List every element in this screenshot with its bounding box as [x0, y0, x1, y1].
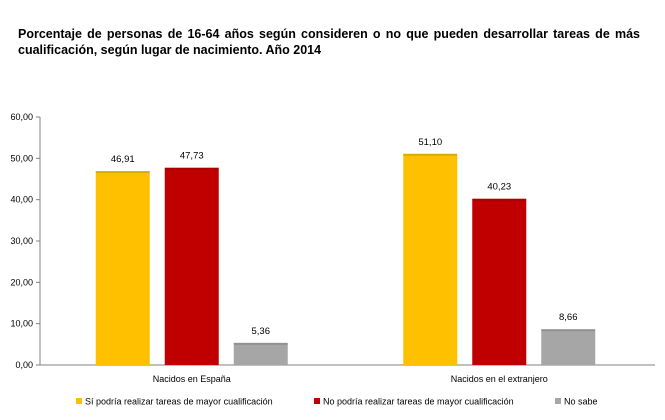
y-tick-label: 40,00 — [10, 195, 33, 205]
y-tick-label: 60,00 — [10, 112, 33, 122]
data-label: 47,73 — [180, 151, 204, 162]
category-label: Nacidos en el extranjero — [451, 374, 548, 384]
legend-swatch — [76, 398, 82, 404]
chart-title: Porcentaje de personas de 16-64 años seg… — [18, 27, 640, 57]
bar-top-edge — [472, 198, 527, 201]
data-label: 46,91 — [111, 154, 135, 165]
bar-top-edge — [95, 171, 150, 174]
bar-top-edge — [403, 153, 458, 156]
y-tick-label: 0,00 — [15, 360, 33, 370]
legend-swatch — [314, 398, 320, 404]
y-tick-label: 10,00 — [10, 319, 33, 329]
y-tick-label: 50,00 — [10, 153, 33, 163]
legend-label: Sí podría realizar tareas de mayor cuali… — [85, 397, 273, 407]
data-label: 51,10 — [418, 137, 442, 148]
y-tick-label: 30,00 — [10, 236, 33, 246]
legend-swatch — [555, 398, 561, 404]
bar-top-edge — [541, 329, 596, 332]
bar-2-1 — [403, 153, 458, 365]
category-label: Nacidos en España — [153, 374, 231, 384]
data-label: 5,36 — [252, 326, 271, 337]
bars — [95, 153, 596, 365]
bar-2-2 — [472, 198, 527, 365]
legend-label: No sabe — [564, 397, 598, 407]
bar-2-3 — [541, 329, 596, 365]
y-tick-label: 20,00 — [10, 277, 33, 287]
data-labels: 46,91 47,73 5,36 51,10 40,23 8,66 — [111, 137, 578, 337]
bar-1-1 — [95, 171, 150, 365]
data-label: 40,23 — [487, 182, 511, 193]
bar-top-edge — [233, 342, 288, 345]
x-axis-categories: Nacidos en España Nacidos en el extranjer… — [153, 374, 548, 384]
bar-top-edge — [164, 167, 219, 170]
legend: Sí podría realizar tareas de mayor cuali… — [76, 397, 598, 407]
bar-1-2 — [164, 167, 219, 365]
data-label: 8,66 — [559, 312, 578, 323]
legend-label: No podría realizar tareas de mayor cuali… — [323, 397, 514, 407]
bar-1-3 — [233, 342, 288, 365]
